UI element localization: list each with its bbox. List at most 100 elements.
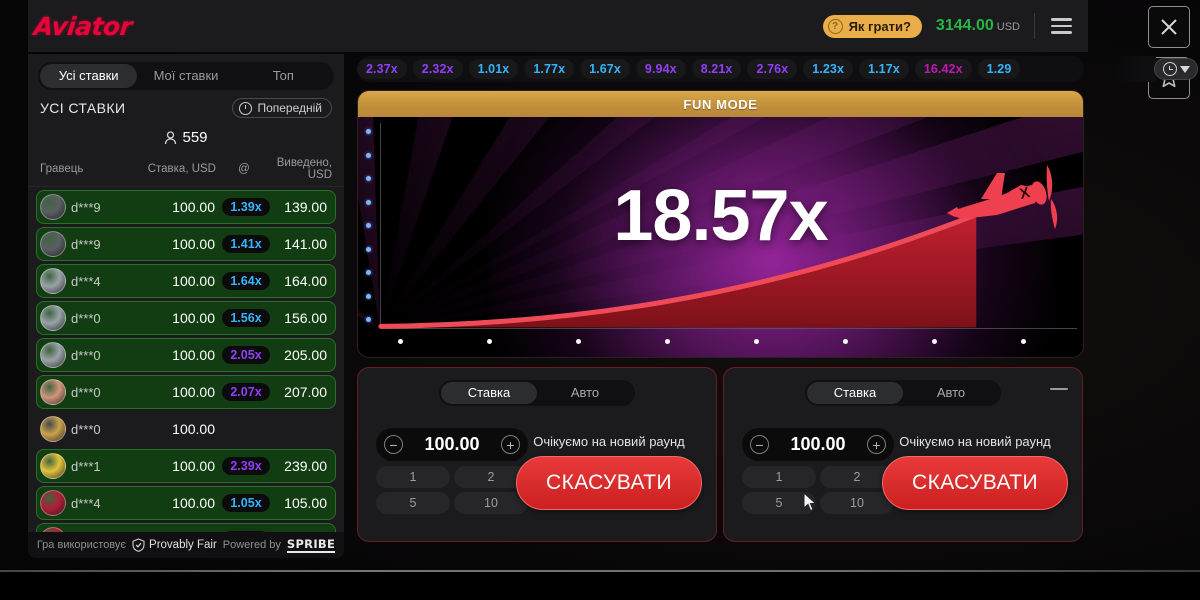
section-title: УСІ СТАВКИ <box>40 100 126 116</box>
multiplier-chip: 2.07x <box>222 383 270 401</box>
sidebar-tab-0[interactable]: Усі ставки <box>40 64 138 88</box>
table-row[interactable]: d***0 100.00 2.05x 205.00 <box>36 338 336 372</box>
sidebar-tab-2[interactable]: Топ <box>272 68 294 83</box>
avatar <box>40 194 66 220</box>
quick-amount-button-3[interactable]: 10 <box>454 492 528 514</box>
history-multiplier-chip[interactable]: 2.37x <box>357 59 407 79</box>
table-row[interactable]: d***0 100.00 1.56x 156.00 <box>36 301 336 335</box>
bet-amount-value[interactable]: 100.00 <box>424 434 480 454</box>
round-status-text: Очікуємо на новий раунд <box>533 434 685 449</box>
bet-amount-stepper[interactable]: − 100.00 + <box>376 428 528 461</box>
cashout-amount: 239.00 <box>284 458 327 474</box>
history-multiplier-chip[interactable]: 8.21x <box>691 59 742 79</box>
bet-multiplier: 2.07x <box>215 383 277 401</box>
avatar <box>40 379 66 405</box>
history-toggle-button[interactable] <box>1154 58 1198 80</box>
quick-amount-button-0[interactable]: 1 <box>376 466 450 488</box>
bet-mode-tab-0[interactable]: Ставка <box>807 382 903 404</box>
app-header: Aviator ? Як грати? 3144.00 USD <box>28 0 1088 52</box>
history-multiplier-chip[interactable]: 1.29 <box>977 59 1021 79</box>
y-axis-dots <box>366 123 374 331</box>
fun-mode-banner: FUN MODE <box>358 91 1083 117</box>
multiplier-history-bar[interactable]: 2.37x 2.32x 1.01x 1.77x 1.67x 9.94x 8.21x 2.76x… <box>357 56 1084 82</box>
column-at: @ <box>238 163 250 175</box>
history-multiplier-chip[interactable]: 2.76x <box>747 59 798 79</box>
player-name: d***0 <box>71 421 101 437</box>
spribe-brand: SPRIBE <box>286 537 336 553</box>
history-multiplier-chip[interactable]: 16.42x <box>914 59 972 79</box>
bet-amount: 100.00 <box>172 236 215 252</box>
previous-round-button[interactable]: Попередній <box>232 98 332 118</box>
multiplier-curve <box>378 210 984 329</box>
cashout-amount: 141.00 <box>284 236 327 252</box>
player-count-value: 559 <box>182 129 208 146</box>
shield-check-icon <box>132 538 145 552</box>
hamburger-menu-icon[interactable] <box>1049 14 1074 38</box>
history-multiplier-chip[interactable]: 1.01x <box>468 59 519 79</box>
quick-amount-button-2[interactable]: 5 <box>742 492 816 514</box>
bet-mode-tabs[interactable]: Ставка Авто <box>439 380 635 406</box>
provably-fair[interactable]: Provably Fair <box>132 538 217 552</box>
avatar <box>40 305 66 331</box>
bets-table-header: Гравець Ставка, USD @ Виведено, USD <box>28 154 344 187</box>
minus-circle-icon[interactable]: − <box>384 435 403 454</box>
cancel-bet-button[interactable]: СКАСУВАТИ <box>516 456 702 510</box>
history-clock-icon <box>239 101 253 115</box>
cancel-bet-button[interactable]: СКАСУВАТИ <box>882 456 1068 510</box>
history-multiplier-chip[interactable]: 1.23x <box>803 59 854 79</box>
quick-amount-grid[interactable]: 1 2 5 10 <box>376 466 528 514</box>
multiplier-chip: 1.05x <box>222 494 270 512</box>
player-count: 559 <box>28 125 344 154</box>
bet-multiplier: 2.39x <box>215 457 277 475</box>
avatar <box>40 453 66 479</box>
minus-circle-icon[interactable]: − <box>750 435 769 454</box>
previous-label: Попередній <box>257 101 322 115</box>
how-to-play-button[interactable]: ? Як грати? <box>822 14 922 38</box>
close-button[interactable] <box>1148 6 1190 48</box>
quick-amount-button-1[interactable]: 2 <box>820 466 894 488</box>
history-multiplier-chip[interactable]: 1.17x <box>859 59 909 79</box>
table-row[interactable]: d***9 100.00 1.41x 141.00 <box>36 227 336 261</box>
table-row[interactable]: d***4 100.00 1.05x 105.00 <box>36 486 336 520</box>
quick-amount-grid[interactable]: 1 2 5 10 <box>742 466 894 514</box>
history-multiplier-chip[interactable]: 9.94x <box>635 59 686 79</box>
history-clock-icon <box>1162 62 1177 76</box>
cashout-amount: 205.00 <box>284 347 327 363</box>
plus-circle-icon[interactable]: + <box>867 435 886 454</box>
bet-mode-tab-1[interactable]: Авто <box>570 385 600 400</box>
table-row[interactable]: d***0 100.00 2.07x 207.00 <box>36 375 336 409</box>
cashout-amount: 105.00 <box>284 495 327 511</box>
table-row[interactable]: d***9 100.00 1.39x 139.00 <box>36 190 336 224</box>
quick-amount-button-2[interactable]: 5 <box>376 492 450 514</box>
plus-circle-icon[interactable]: + <box>501 435 520 454</box>
history-multiplier-chip[interactable]: 2.32x <box>412 59 463 79</box>
bets-sidebar: Усі ставки Мої ставки Топ УСІ СТАВКИ Попер… <box>28 54 344 558</box>
quick-amount-button-3[interactable]: 10 <box>820 492 894 514</box>
history-multiplier-chip[interactable]: 1.77x <box>524 59 575 79</box>
table-row[interactable]: d***1 100.00 2.39x 239.00 <box>36 449 336 483</box>
bets-list[interactable]: d***9 100.00 1.39x 139.00 d***9 100.00 1.41x 14… <box>28 187 344 558</box>
quick-amount-button-1[interactable]: 2 <box>454 466 528 488</box>
person-icon <box>165 130 177 144</box>
multiplier-chip: 2.05x <box>222 346 270 364</box>
history-multiplier-chip[interactable]: 1.67x <box>580 59 630 79</box>
bet-mode-tab-1[interactable]: Авто <box>936 385 966 400</box>
bet-amount-stepper[interactable]: − 100.00 + <box>742 428 894 461</box>
bet-amount: 100.00 <box>172 347 215 363</box>
quick-amount-button-0[interactable]: 1 <box>742 466 816 488</box>
bet-mode-tabs[interactable]: Ставка Авто <box>805 380 1001 406</box>
remove-panel-button[interactable] <box>1050 388 1068 390</box>
multiplier-chip: 1.56x <box>222 309 270 327</box>
table-row[interactable]: d***0 100.00 <box>36 412 336 446</box>
bet-mode-tab-0[interactable]: Ставка <box>441 382 537 404</box>
sidebar-tab-1[interactable]: Мої ставки <box>153 68 219 83</box>
table-row[interactable]: d***4 100.00 1.64x 164.00 <box>36 264 336 298</box>
window-buttons <box>1148 6 1190 99</box>
bottom-divider <box>0 570 1200 572</box>
bet-amount-value[interactable]: 100.00 <box>790 434 846 454</box>
round-status-text: Очікуємо на новий раунд <box>899 434 1051 449</box>
bet-multiplier: 1.56x <box>215 309 277 327</box>
balance-currency: USD <box>996 21 1020 33</box>
sidebar-tabs[interactable]: Усі ставки Мої ставки Топ <box>38 62 334 90</box>
column-cashout: Виведено, USD <box>276 157 332 181</box>
